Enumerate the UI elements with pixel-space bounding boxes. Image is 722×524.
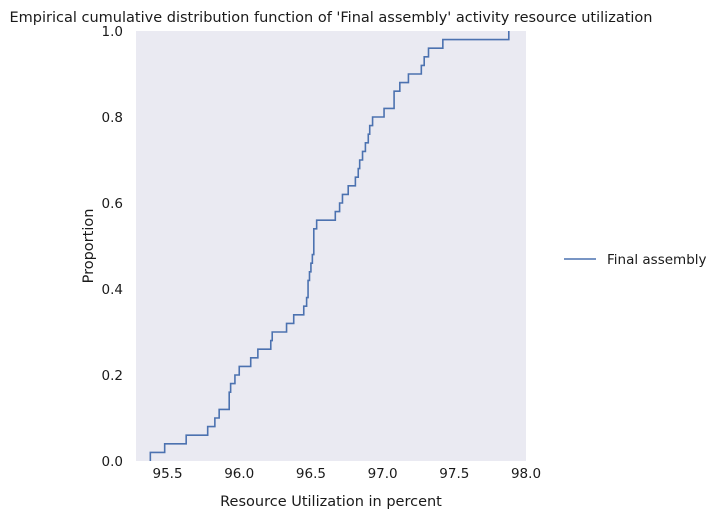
y-tick-label: 0.6 — [102, 196, 123, 212]
x-tick-label: 96.0 — [224, 466, 254, 482]
y-tick-label: 0.2 — [102, 368, 123, 384]
x-tick-label: 96.5 — [296, 466, 326, 482]
series-line-final-assembly — [149, 31, 510, 461]
y-axis-ticks: 0.0 0.2 0.4 0.6 0.8 1.0 — [102, 24, 123, 470]
y-tick-label: 0.4 — [102, 282, 123, 298]
legend: Final assembly — [564, 252, 707, 268]
y-axis-label: Proportion — [81, 209, 97, 284]
y-tick-label: 0.0 — [102, 454, 123, 470]
x-tick-label: 98.0 — [511, 466, 541, 482]
y-tick-label: 0.8 — [102, 110, 123, 126]
legend-label-final-assembly: Final assembly — [607, 252, 707, 268]
chart-title: Empirical cumulative distribution functi… — [10, 10, 653, 26]
y-tick-label: 1.0 — [102, 24, 123, 40]
x-tick-label: 97.0 — [368, 466, 398, 482]
x-axis-label: Resource Utilization in percent — [220, 494, 442, 510]
x-axis-ticks: 95.5 96.0 96.5 97.0 97.5 98.0 — [153, 466, 542, 482]
x-tick-label: 97.5 — [439, 466, 469, 482]
x-tick-label: 95.5 — [153, 466, 183, 482]
plot-area — [136, 31, 526, 461]
